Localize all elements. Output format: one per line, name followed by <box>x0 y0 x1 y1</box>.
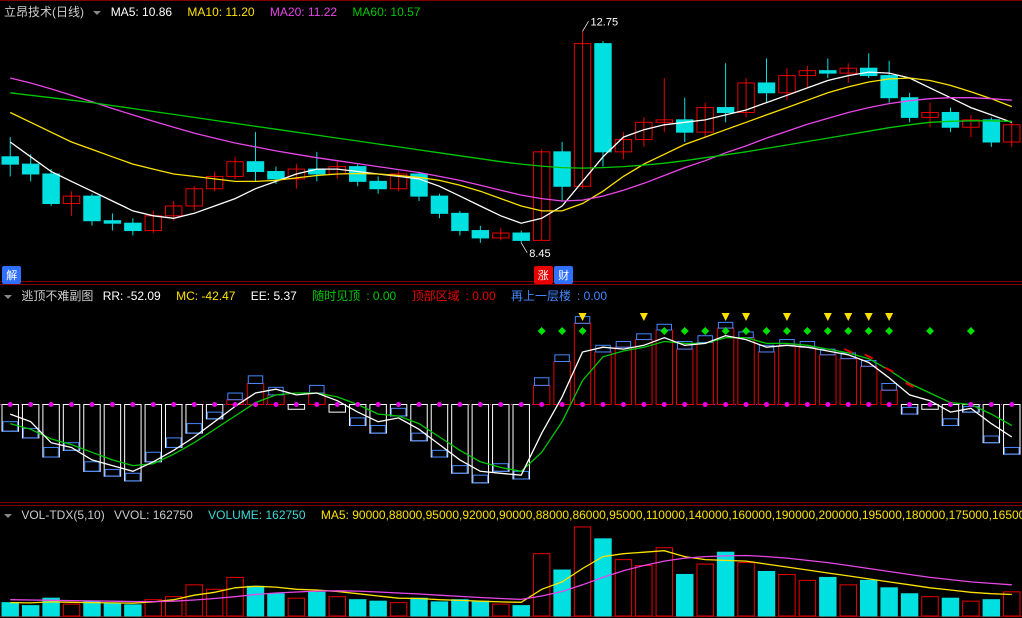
zsy-label: 再上一层楼: 0.00 <box>511 289 613 303</box>
svg-text:12.75: 12.75 <box>591 16 619 28</box>
ma60-label: MA60: 10.57 <box>352 5 426 19</box>
volume-header: VOL-TDX(5,10) VVOL: 162750 VOLUME: 16275… <box>4 508 1022 522</box>
chevron-down-icon[interactable] <box>93 11 101 15</box>
chevron-down-icon[interactable] <box>4 295 12 299</box>
price-header: 立昂技术(日线) MA5: 10.86 MA10: 11.20 MA20: 11… <box>4 3 432 20</box>
chevron-down-icon[interactable] <box>4 514 12 518</box>
badge-jie: 解 <box>2 266 21 284</box>
ma20-label: MA20: 11.22 <box>270 5 343 19</box>
indicator-chart-svg <box>0 285 1022 504</box>
ma5-label: MA5: 10.86 <box>111 5 178 19</box>
volume-chart-svg <box>0 506 1022 618</box>
indicator-title: 逃顶不难副图 <box>21 289 93 303</box>
indicator-panel[interactable]: 逃顶不难副图 RR: -52.09 MC: -42.47 EE: 5.37 随时… <box>0 284 1022 503</box>
vol-label: VOLUME: 162750 <box>208 508 311 522</box>
svg-text:8.45: 8.45 <box>529 248 550 260</box>
ma10-label: MA10: 11.20 <box>187 5 260 19</box>
sjd-label: 随时见顶: 0.00 <box>312 289 402 303</box>
rr-label: RR: -52.09 <box>103 289 167 303</box>
ee-label: EE: 5.37 <box>251 289 303 303</box>
vol-title: VOL-TDX(5,10) <box>21 508 104 522</box>
vma5-label: MA5: 90000,88000,95000,92000,90000,88000… <box>321 508 1022 522</box>
dbq-label: 顶部区域: 0.00 <box>412 289 502 303</box>
badge-cai: 财 <box>554 266 573 284</box>
stock-title: 立昂技术(日线) <box>4 5 84 19</box>
indicator-header: 逃顶不难副图 RR: -52.09 MC: -42.47 EE: 5.37 随时… <box>4 287 619 304</box>
price-chart-svg: 8.45 12.75 <box>0 1 1022 283</box>
price-chart-panel[interactable]: 立昂技术(日线) MA5: 10.86 MA10: 11.20 MA20: 11… <box>0 0 1022 282</box>
badge-zhang: 涨 <box>534 266 553 284</box>
mc-label: MC: -42.47 <box>176 289 241 303</box>
vvol-label: VVOL: 162750 <box>114 508 199 522</box>
volume-panel[interactable]: VOL-TDX(5,10) VVOL: 162750 VOLUME: 16275… <box>0 505 1022 617</box>
stock-chart-root: 立昂技术(日线) MA5: 10.86 MA10: 11.20 MA20: 11… <box>0 0 1022 617</box>
